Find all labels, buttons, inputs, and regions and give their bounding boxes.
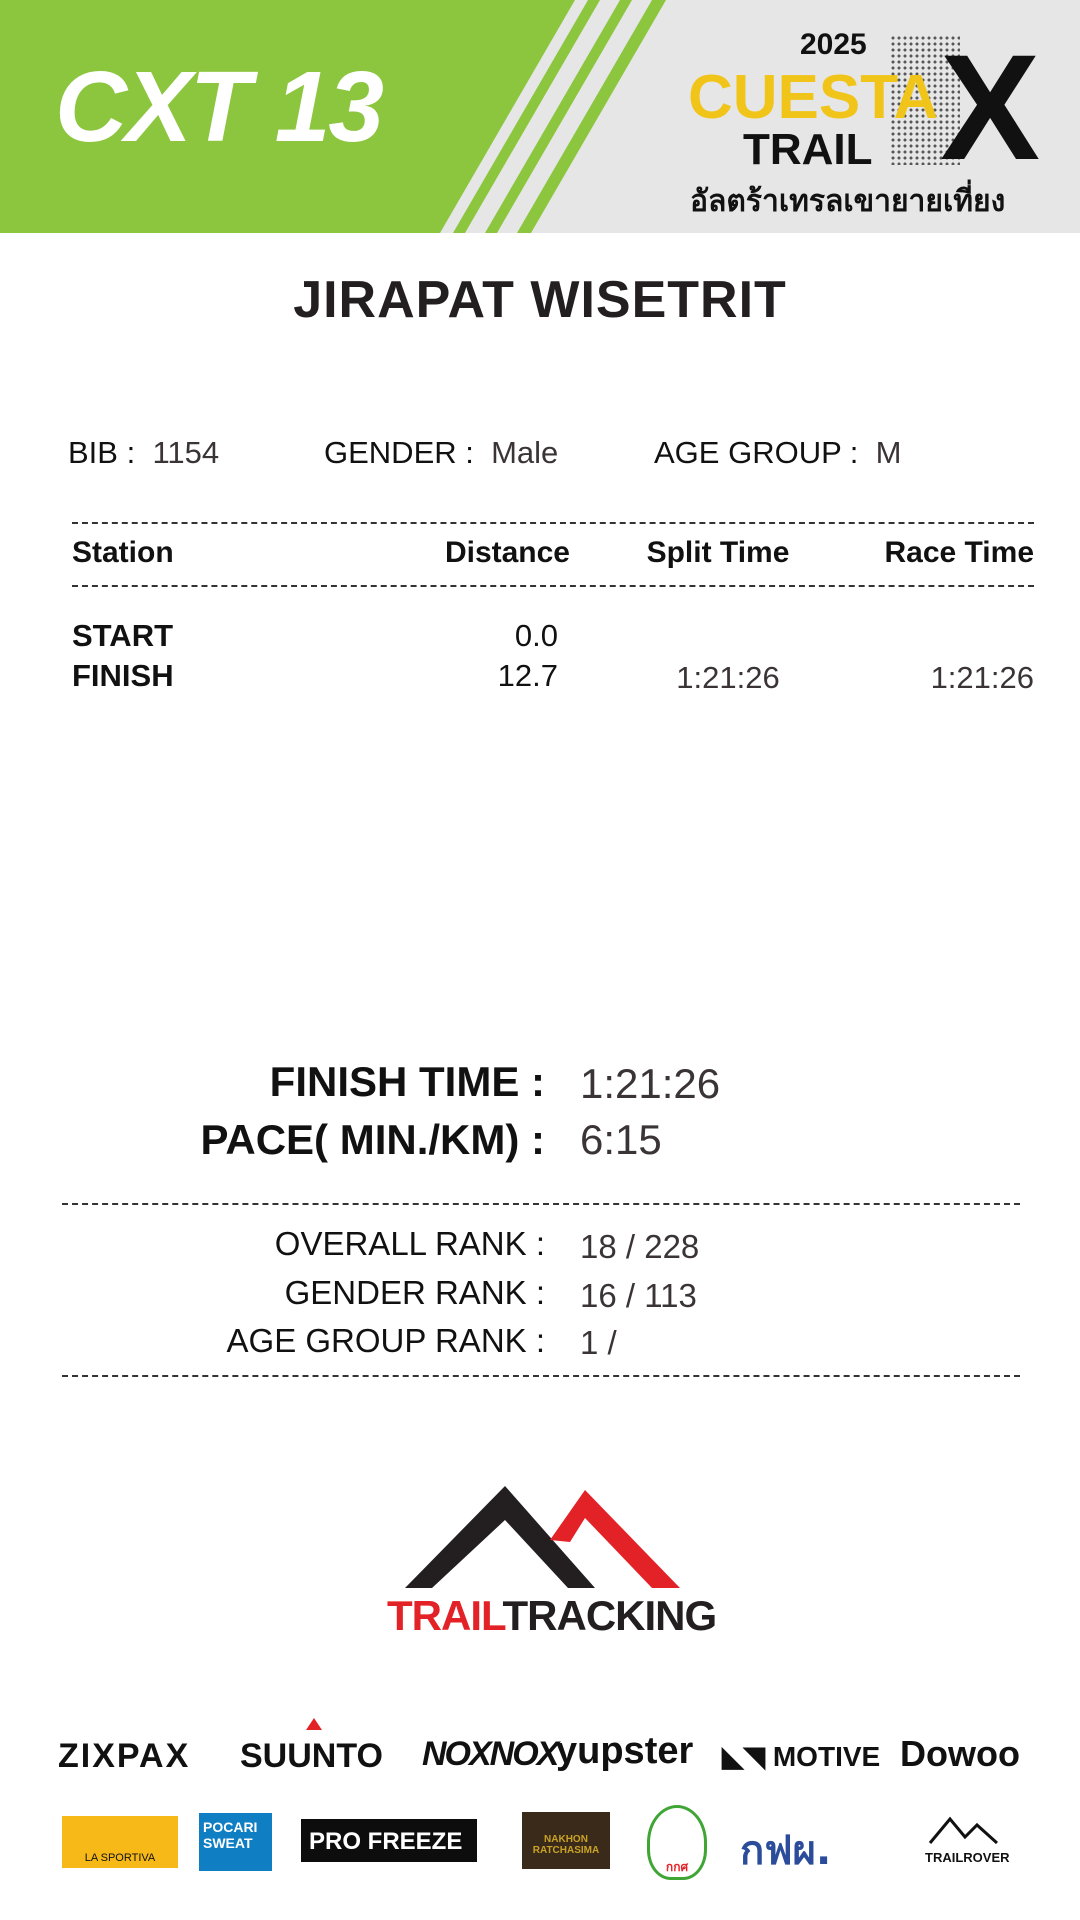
age-rank-value: 1 / — [580, 1324, 617, 1361]
gender-rank-value: 16 / 113 — [580, 1277, 697, 1314]
thai-tagline: อัลตร้าเทรลเขายายเที่ยง — [690, 184, 1006, 219]
race-time: 1:21:26 — [930, 660, 1034, 695]
cxt-logo: CXT 13 — [55, 51, 384, 163]
divider — [62, 1375, 1020, 1377]
finish-time-value: 1:21:26 — [580, 1060, 721, 1107]
pace-label: PACE( MIN./KM) : — [200, 1116, 545, 1163]
bib-label: BIB : — [68, 435, 136, 470]
brand-title: CUESTA — [688, 63, 939, 132]
sponsor-logo: ZIXPAX — [58, 1737, 191, 1775]
divider — [72, 522, 1034, 524]
year: 2025 — [800, 28, 867, 61]
sponsor-logo: SUUNTO — [240, 1737, 383, 1775]
sponsor-logo: yupster — [556, 1730, 694, 1772]
col-race: Race Time — [884, 536, 1034, 569]
col-split: Split Time — [646, 536, 790, 569]
sponsor-logo: LA SPORTIVA — [62, 1816, 178, 1868]
runner-name: JIRAPAT WISETRIT — [293, 271, 787, 329]
divider — [62, 1203, 1020, 1205]
bib-value: 1154 — [152, 435, 220, 470]
sponsor-logo: กฟผ. — [740, 1828, 832, 1874]
age-group-value: M — [875, 435, 902, 470]
sponsor-text: MOTIVE — [772, 1741, 881, 1772]
station: START — [72, 618, 174, 653]
distance: 0.0 — [514, 618, 558, 653]
col-station: Station — [72, 536, 174, 569]
trailtracking-logo: TRAILTRACKING — [380, 1480, 717, 1640]
sponsor-logo: Dowoo — [900, 1733, 1020, 1774]
sponsor-text: TRAILROVER — [925, 1850, 1010, 1865]
gender-label: GENDER : — [324, 435, 474, 470]
age-group-label: AGE GROUP : — [654, 435, 859, 470]
overall-rank-value: 18 / 228 — [580, 1228, 700, 1265]
pace-value: 6:15 — [580, 1116, 662, 1163]
overall-rank-label: OVERALL RANK : — [274, 1225, 545, 1262]
gender-rank-label: GENDER RANK : — [284, 1274, 545, 1311]
age-rank-label: AGE GROUP RANK : — [226, 1322, 545, 1359]
split-time: 1:21:26 — [676, 660, 780, 695]
dot-pattern — [890, 35, 960, 165]
distance: 12.7 — [497, 658, 558, 693]
header-banner: CXT 13 X 2025 CUESTA TRAIL อัลตร้าเทรลเข… — [0, 0, 1080, 233]
gender-info: GENDER : Male — [324, 435, 558, 471]
sponsor-logo: PRO FREEZE — [301, 1819, 477, 1862]
sponsor-logo: POCARI SWEAT — [199, 1813, 272, 1871]
sponsor-logo: TRAILROVER — [925, 1815, 1010, 1865]
brand-subtitle: TRAIL — [743, 125, 873, 174]
triangle-icon — [306, 1718, 322, 1730]
finish-time-label: FINISH TIME : — [269, 1058, 545, 1105]
gender-value: Male — [491, 435, 559, 470]
station: FINISH — [72, 658, 174, 693]
logo-tracking: TRACKING — [502, 1592, 718, 1639]
mountain-icon — [928, 1816, 999, 1845]
logo-trail: TRAIL — [387, 1592, 504, 1639]
sponsor-logo: NAKHON RATCHASIMA — [522, 1812, 610, 1869]
sponsor-logo: ◣◥ MOTIVE — [722, 1741, 881, 1772]
age-group-info: AGE GROUP : M — [654, 435, 901, 471]
col-distance: Distance — [444, 536, 570, 569]
sponsor-logo: กกศ — [647, 1805, 707, 1880]
sponsor-logo: NOXNOX — [422, 1735, 559, 1773]
x-mark-icon: X — [940, 23, 1041, 191]
divider — [72, 585, 1034, 587]
mountain-icon — [405, 1486, 680, 1588]
bib-info: BIB : 1154 — [68, 435, 219, 471]
